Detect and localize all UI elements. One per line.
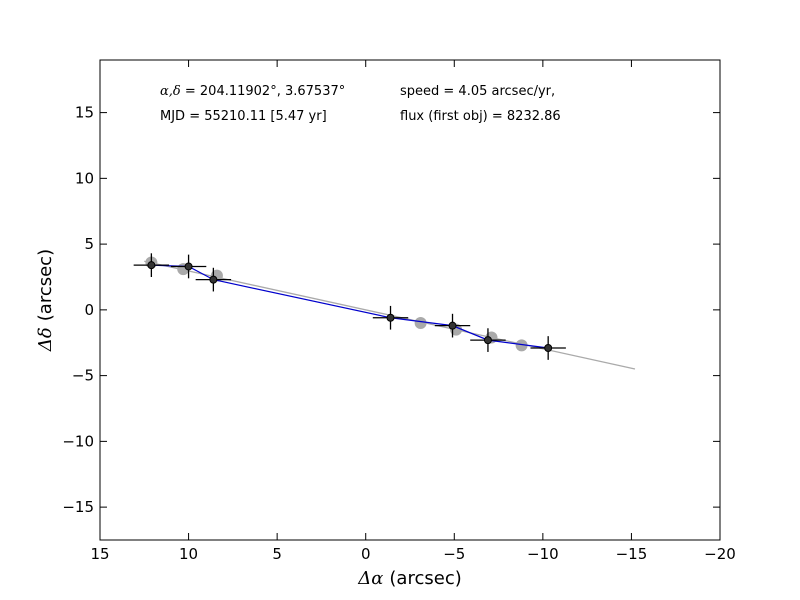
coords-annotation: α,δ = 204.11902°, 3.67537° <box>160 84 345 99</box>
model-point <box>414 317 427 330</box>
y-tick-label: −5 <box>72 367 94 385</box>
coords-symbols: α,δ <box>160 84 181 99</box>
x-tick-label: 10 <box>179 545 198 563</box>
x-tick-label: 15 <box>90 545 109 563</box>
model-point <box>515 339 528 352</box>
y-tick-label: 10 <box>75 169 94 187</box>
y-tick-label: −15 <box>62 498 94 516</box>
observation-point <box>184 262 193 271</box>
observation-point <box>147 261 156 270</box>
y-axis-symbol: Δδ <box>35 327 56 352</box>
y-tick-label: 5 <box>84 235 94 253</box>
flux-annotation: flux (first obj) = 8232.86 <box>400 109 561 124</box>
y-tick-label: −10 <box>62 432 94 450</box>
observation-point <box>448 321 457 330</box>
x-tick-label: −10 <box>527 545 559 563</box>
x-tick-label: −5 <box>443 545 465 563</box>
plot-area <box>100 60 720 540</box>
x-tick-label: −15 <box>616 545 648 563</box>
x-axis-symbol: Δα <box>357 568 383 589</box>
x-tick-label: −20 <box>704 545 736 563</box>
axis-tick-labels: 15 10 5 0 −5 −10 −15 −20 −15 −10 −5 0 5 10 15 <box>62 104 735 563</box>
observation-points <box>147 261 553 352</box>
observation-point <box>209 275 218 284</box>
x-tick-label: 0 <box>361 545 371 563</box>
x-tick-label: 5 <box>272 545 282 563</box>
speed-annotation: speed = 4.05 arcsec/yr, <box>400 84 555 99</box>
plot-frame <box>99 59 721 541</box>
mjd-annotation: MJD = 55210.11 [5.47 yr] <box>160 109 327 124</box>
y-tick-label: 0 <box>84 301 94 319</box>
observation-point <box>483 336 492 345</box>
y-axis-label: Δδ (arcsec) <box>35 249 56 352</box>
observation-point <box>386 313 395 322</box>
x-axis-label: Δα (arcsec) <box>357 568 461 589</box>
x-axis-unit: (arcsec) <box>389 568 461 589</box>
y-axis-unit: (arcsec) <box>35 249 56 321</box>
coords-value: = 204.11902°, 3.67537° <box>181 84 345 99</box>
y-tick-label: 15 <box>75 104 94 122</box>
observation-point <box>544 344 553 352</box>
